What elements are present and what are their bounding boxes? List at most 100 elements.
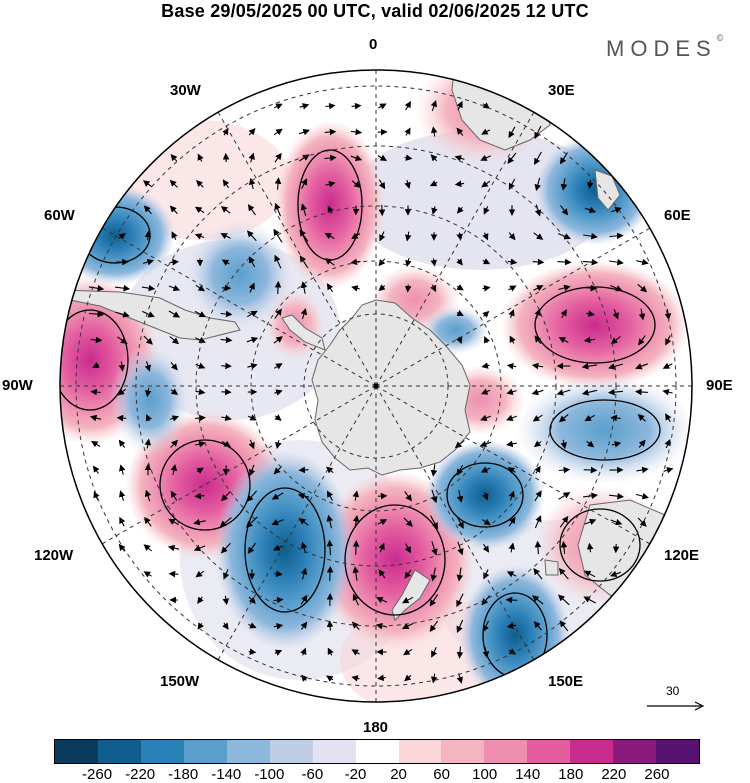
colorbar-tick-label: 220	[601, 766, 627, 783]
wind-vector	[88, 284, 105, 292]
wind-vector	[431, 647, 438, 658]
wind-vector	[350, 128, 363, 136]
wind-vector	[508, 126, 516, 139]
wind-vector	[223, 569, 230, 580]
wind-vector	[378, 284, 386, 292]
wind-vector	[327, 205, 334, 214]
wind-vector	[351, 621, 360, 631]
wind-vector	[479, 440, 492, 448]
wind-vector	[301, 178, 308, 190]
wind-vector	[144, 387, 152, 398]
wind-vector	[558, 336, 569, 344]
wind-vector	[169, 179, 178, 188]
wind-vector	[532, 595, 544, 605]
wind-vector	[194, 492, 205, 500]
wind-vector	[456, 206, 464, 214]
wind-vector	[145, 414, 152, 422]
wind-vector	[326, 565, 334, 582]
wind-vector	[246, 310, 258, 318]
wind-vector	[560, 205, 569, 216]
wind-vector	[275, 439, 282, 449]
wind-vector	[508, 285, 517, 292]
wind-vector	[534, 177, 541, 192]
wind-vector	[509, 335, 516, 344]
wind-vector	[482, 102, 490, 109]
wind-vector	[222, 622, 229, 630]
wind-vector	[195, 284, 206, 292]
wind-vector	[584, 414, 595, 422]
wind-vector	[220, 233, 231, 240]
wind-vector	[274, 363, 283, 370]
colorbar-swatch	[97, 740, 141, 763]
wind-vector	[219, 517, 232, 528]
wind-vector	[664, 438, 671, 449]
wind-vector	[376, 597, 388, 604]
brand-text: MODES	[606, 36, 717, 61]
wind-vector	[557, 233, 571, 240]
wind-vector	[456, 490, 464, 503]
wind-vector	[352, 566, 360, 581]
wind-vector	[508, 648, 517, 655]
wind-vector	[378, 103, 387, 110]
wind-vector	[481, 518, 491, 525]
colorbar-tick-label: 140	[515, 766, 541, 783]
wind-vector	[114, 284, 131, 292]
wind-vector	[298, 466, 309, 474]
wind-vector	[143, 571, 152, 578]
anomaly-positive	[500, 260, 690, 390]
wind-vector	[274, 152, 282, 163]
colorbar-swatch	[656, 740, 700, 763]
wind-vector	[93, 491, 100, 501]
wind-vector	[325, 181, 336, 188]
wind-vector	[167, 544, 180, 552]
wind-vector	[89, 414, 102, 422]
wind-vector	[430, 464, 438, 477]
wind-vector	[456, 284, 464, 291]
wind-vector	[248, 464, 256, 477]
wind-vector	[431, 541, 438, 556]
wind-vector	[351, 649, 360, 656]
wind-vector	[170, 258, 179, 266]
wind-vector	[119, 516, 126, 527]
wind-vector	[404, 100, 411, 111]
anomaly-negative	[535, 135, 655, 245]
wind-vectors	[88, 100, 674, 684]
wind-vector	[664, 308, 672, 321]
wind-vector	[247, 542, 257, 554]
wind-vector	[194, 336, 206, 343]
tasmania	[544, 559, 559, 576]
wind-vector	[221, 414, 232, 422]
wind-vector	[456, 100, 463, 111]
wind-vector	[378, 569, 386, 579]
wind-vector	[248, 622, 257, 629]
wind-vector	[220, 336, 233, 344]
wind-vector	[533, 568, 543, 580]
wind-vector	[300, 647, 307, 656]
wind-vector	[246, 490, 258, 502]
wind-vector	[456, 567, 464, 582]
wind-vector	[274, 103, 283, 110]
wind-vector	[482, 258, 491, 265]
wind-vector	[586, 180, 594, 189]
wind-vector	[430, 515, 438, 530]
wind-vector	[507, 467, 516, 474]
wind-vector	[378, 179, 386, 190]
wind-vector	[534, 151, 542, 166]
wind-vector	[247, 362, 258, 370]
wind-vector	[404, 569, 412, 579]
wind-vector	[635, 363, 648, 370]
wind-vector	[635, 492, 649, 500]
wind-vector	[168, 518, 180, 526]
wind-vector	[271, 519, 284, 526]
colorbar-tick-label: 20	[390, 766, 407, 783]
wind-vector	[221, 491, 231, 502]
wind-vector	[609, 492, 624, 500]
wind-vector	[637, 517, 647, 527]
wind-vector	[119, 464, 126, 475]
wind-vector	[481, 362, 490, 369]
wind-vector	[325, 466, 334, 474]
wind-vector	[144, 438, 152, 449]
wind-vector	[636, 258, 649, 266]
wind-vector	[583, 232, 598, 240]
wind-vector	[326, 620, 334, 631]
